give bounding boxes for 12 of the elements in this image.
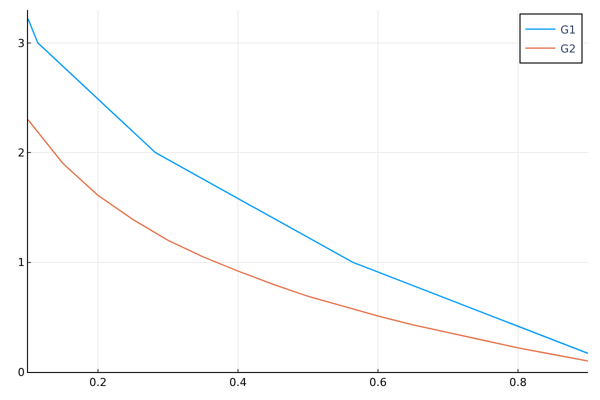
line-series: [28, 18, 588, 354]
x-tick-label: 0.2: [89, 376, 107, 390]
y-tick-label: 2: [18, 146, 25, 160]
legend-label: G1: [560, 23, 576, 36]
y-tick-label: 3: [18, 36, 25, 50]
x-tick-label: 0.6: [369, 376, 387, 390]
y-tick-label: 1: [18, 256, 25, 270]
y-tick-label: 0: [18, 366, 25, 379]
line-series: [28, 119, 588, 362]
x-tick-label: 0.8: [509, 376, 527, 390]
legend-label: G2: [560, 42, 576, 56]
x-tick-label: 0.4: [229, 376, 247, 390]
